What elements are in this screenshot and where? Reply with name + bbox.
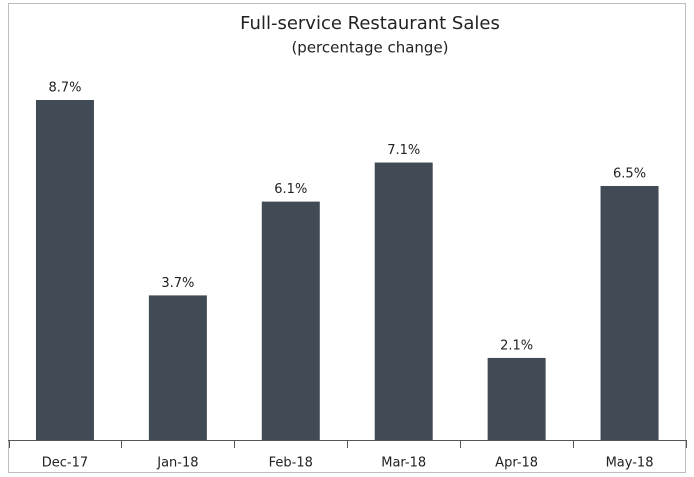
chart-title: Full-service Restaurant Sales [240,13,500,34]
x-tick-label: Feb-18 [269,456,313,471]
chart-subtitle: (percentage change) [291,39,448,57]
x-tick-label: Apr-18 [495,456,538,471]
data-label: 6.1% [274,182,307,197]
bar [374,162,433,440]
data-label: 6.5% [613,166,646,181]
bar [600,185,659,440]
data-label: 2.1% [500,338,533,353]
x-tick-label: Mar-18 [381,456,426,471]
bar [261,201,320,440]
x-tick-label: Dec-17 [42,456,88,471]
bar [35,100,94,440]
chart-border [8,3,686,473]
data-label: 8.7% [48,81,81,96]
bar [148,295,207,440]
x-tick-label: Jan-18 [156,456,198,471]
data-label: 3.7% [161,276,194,291]
data-label: 7.1% [387,143,420,158]
x-tick-label: May-18 [606,456,654,471]
bar [487,357,546,440]
